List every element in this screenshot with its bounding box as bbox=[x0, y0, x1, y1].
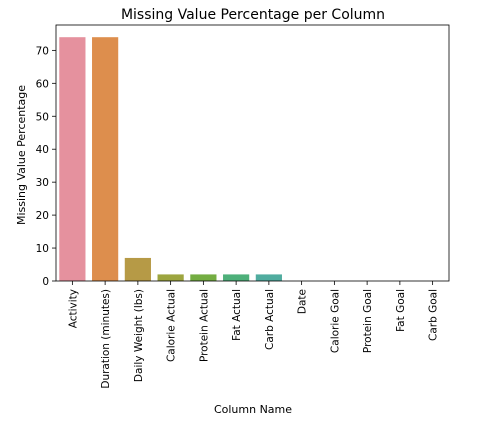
x-axis-label: Column Name bbox=[214, 403, 292, 416]
x-tick-label-5: Fat Actual bbox=[231, 289, 243, 341]
x-tick-label-8: Calorie Goal bbox=[329, 289, 341, 353]
x-tick-label-9: Protein Goal bbox=[362, 289, 374, 353]
x-tick-label-3: Calorie Actual bbox=[166, 289, 178, 362]
chart-title: Missing Value Percentage per Column bbox=[121, 7, 385, 23]
y-tick-label-0: 0 bbox=[42, 276, 49, 288]
x-tick-label-2: Daily Weight (lbs) bbox=[133, 289, 145, 382]
y-axis-label: Missing Value Percentage bbox=[15, 85, 28, 225]
x-tick-label-0: Activity bbox=[67, 289, 79, 328]
bar-0 bbox=[59, 37, 86, 281]
y-tick-label-6: 60 bbox=[36, 78, 49, 90]
x-tick-label-1: Duration (minutes) bbox=[100, 289, 112, 389]
y-tick-label-3: 30 bbox=[36, 177, 49, 189]
bar-4 bbox=[190, 274, 217, 281]
x-tick-label-4: Protein Actual bbox=[198, 289, 210, 362]
bars-group bbox=[59, 37, 282, 281]
x-tick-label-11: Carb Goal bbox=[428, 289, 440, 341]
plot-frame bbox=[55, 24, 450, 282]
y-tick-label-7: 70 bbox=[36, 45, 49, 57]
x-ticks-group: Activity Duration (minutes) Daily Weight (… bbox=[67, 281, 440, 389]
bar-5 bbox=[223, 274, 250, 281]
bar-1 bbox=[92, 37, 119, 281]
y-tick-label-2: 20 bbox=[36, 210, 49, 222]
x-tick-label-6: Carb Actual bbox=[264, 289, 276, 350]
y-tick-label-1: 10 bbox=[36, 243, 49, 255]
bar-3 bbox=[157, 274, 184, 281]
y-tick-label-5: 50 bbox=[36, 111, 49, 123]
y-tick-label-4: 40 bbox=[36, 144, 49, 156]
y-ticks-group: 0 10 20 30 40 50 60 70 bbox=[36, 45, 56, 288]
x-tick-label-7: Date bbox=[297, 289, 309, 314]
bar-2 bbox=[124, 257, 151, 281]
bar-6 bbox=[255, 274, 282, 281]
x-tick-label-10: Fat Goal bbox=[395, 289, 407, 332]
